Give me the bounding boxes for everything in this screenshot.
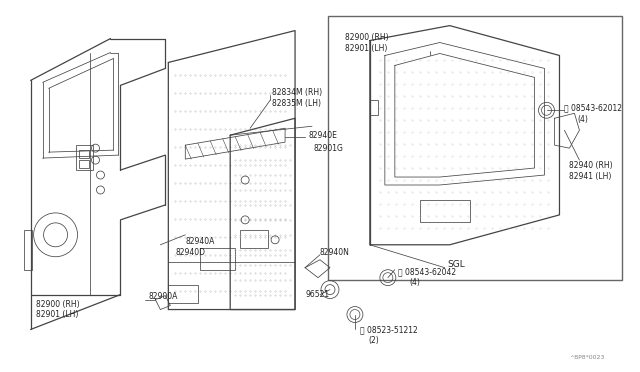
Bar xyxy=(168,285,198,302)
Bar xyxy=(328,16,622,280)
Text: 82900 (RH): 82900 (RH) xyxy=(345,33,388,42)
Text: 82940E: 82940E xyxy=(308,131,337,140)
Bar xyxy=(240,230,268,248)
Text: Ⓢ 08543-62012: Ⓢ 08543-62012 xyxy=(564,104,623,113)
Text: 96521: 96521 xyxy=(305,290,329,299)
Text: 82940 (RH): 82940 (RH) xyxy=(570,161,613,170)
Text: ^8P8*0023: ^8P8*0023 xyxy=(570,355,605,360)
Bar xyxy=(370,100,378,115)
Text: 82940A: 82940A xyxy=(186,237,214,246)
Text: SGL: SGL xyxy=(448,260,465,269)
Text: 82835M (LH): 82835M (LH) xyxy=(272,99,321,108)
Text: 82834M (RH): 82834M (RH) xyxy=(272,88,322,97)
Text: Ⓢ 08543-62042: Ⓢ 08543-62042 xyxy=(398,267,456,276)
Bar xyxy=(76,145,93,170)
Text: 82940D: 82940D xyxy=(175,248,205,257)
Text: (2): (2) xyxy=(368,336,379,345)
Text: 82901G: 82901G xyxy=(313,144,343,153)
Text: 82901 (LH): 82901 (LH) xyxy=(36,310,78,319)
Bar xyxy=(79,160,88,168)
Text: 82940N: 82940N xyxy=(320,248,350,257)
Bar xyxy=(24,230,31,270)
Bar xyxy=(79,150,88,158)
Text: 82900A: 82900A xyxy=(148,292,178,301)
Text: (4): (4) xyxy=(577,115,588,124)
Text: 82900 (RH): 82900 (RH) xyxy=(36,300,79,309)
Bar xyxy=(420,200,470,222)
Text: Ⓢ 08523-51212: Ⓢ 08523-51212 xyxy=(360,325,418,334)
Bar xyxy=(200,248,235,270)
Text: 82901 (LH): 82901 (LH) xyxy=(345,44,387,53)
Text: 82941 (LH): 82941 (LH) xyxy=(570,171,612,180)
Text: (4): (4) xyxy=(410,278,420,287)
